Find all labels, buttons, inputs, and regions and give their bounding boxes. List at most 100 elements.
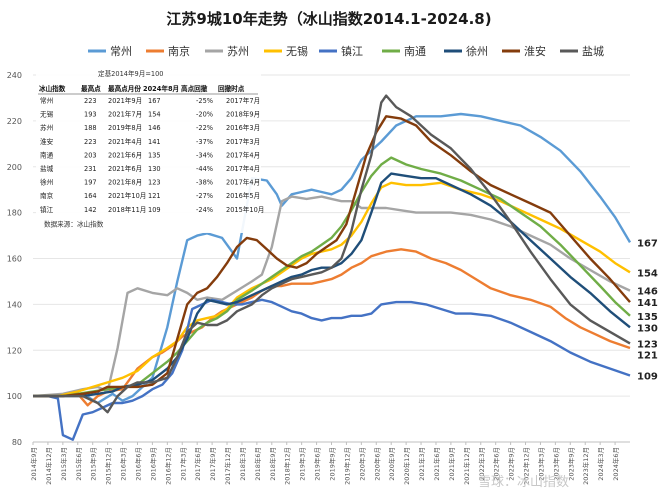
y-tick-label: 180 [7, 209, 22, 218]
table-cell: 2017年3月 [226, 137, 260, 146]
summary-table: 定基2014年9月=100 冰山指数 最高点 最高点月份 2024年8月 高点回撤 回撤时点… [36, 68, 264, 233]
x-tick-label: 2016年9月 [148, 447, 157, 481]
series-line-6 [33, 172, 631, 398]
table-cell: 223 [84, 97, 97, 105]
table-source: 数据来源：冰山指数 [44, 219, 104, 228]
legend: 常州 南京 苏州 无锡 镇江 南通 徐州 淮安 盐城 [88, 44, 604, 58]
table-cell: 130 [148, 165, 161, 173]
series-line-2 [32, 195, 631, 398]
legend-label: 常州 [110, 45, 132, 58]
table-header: 2024年8月 [143, 84, 179, 93]
x-tick-label: 2015年6月 [74, 447, 83, 481]
table-cell: 121 [148, 192, 161, 200]
table-cell: 2021年4月 [108, 137, 142, 146]
table-cell: 154 [148, 111, 161, 119]
x-tick-label: 2018年9月 [268, 447, 277, 481]
table-header: 最高点 [81, 84, 101, 93]
x-tick-label: 2019年9月 [328, 447, 337, 481]
x-tick-label: 2019年3月 [298, 447, 307, 481]
x-tick-label: 2015年3月 [59, 447, 68, 481]
end-label: 135 [637, 312, 658, 323]
table-cell: 2021年9月 [108, 96, 142, 105]
y-tick-label: 100 [7, 392, 22, 401]
table-cell: 2017年4月 [226, 178, 260, 187]
end-label: 167 [637, 238, 658, 249]
table-cell: 2016年3月 [226, 123, 260, 132]
table-cell: 苏州 [40, 123, 53, 132]
table-cell: 南通 [40, 150, 54, 159]
x-axis: 2014年9月 2014年12月 2015年3月 2015年6月 2015年9月 2015… [29, 442, 620, 485]
table-cell: 2017年4月 [226, 150, 260, 159]
series-line-8 [33, 94, 631, 414]
table-cell: -37% [196, 138, 213, 146]
table-header: 回撤时点 [218, 84, 245, 93]
chart-title: 江苏9城10年走势（冰山指数2014.1-2024.8) [166, 10, 491, 28]
x-tick-label: 2023年6月 [551, 447, 560, 481]
table-cell: -34% [196, 151, 213, 159]
table-cell: 2021年6月 [108, 150, 142, 159]
table-cell: 2021年10月 [108, 191, 146, 200]
y-axis: 80 100 120 140 160 180 200 220 240 [7, 71, 22, 447]
table-cell: 2018年9月 [226, 110, 260, 119]
table-cell: -20% [196, 111, 213, 119]
table-cell: 167 [148, 97, 161, 105]
table-cell: 2021年8月 [108, 178, 142, 187]
table-background [36, 68, 261, 233]
table-cell: 2021年7月 [108, 110, 142, 119]
table-cell: 2015年10月 [226, 205, 264, 214]
series-line-3 [33, 181, 631, 398]
table-cell: 146 [148, 124, 161, 132]
x-tick-label: 2021年12月 [462, 447, 471, 485]
end-label: 146 [637, 287, 658, 298]
table-cell: 2021年6月 [108, 164, 142, 173]
table-cell: 142 [84, 206, 97, 214]
x-tick-label: 2020年9月 [387, 447, 396, 481]
y-tick-label: 120 [7, 346, 22, 355]
x-tick-label: 2016年3月 [119, 447, 128, 481]
series-line-5 [33, 156, 631, 398]
x-tick-label: 2014年9月 [29, 447, 38, 481]
x-tick-label: 2018年6月 [253, 447, 262, 481]
table-cell: 2017年7月 [226, 96, 260, 105]
end-label: 130 [637, 323, 658, 334]
table-cell: 188 [84, 124, 97, 132]
table-cell: 2016年5月 [226, 191, 260, 200]
x-tick-label: 2017年6月 [193, 447, 202, 481]
y-tick-label: 80 [12, 438, 22, 447]
y-tick-label: 160 [7, 255, 22, 264]
legend-label: 徐州 [466, 44, 488, 58]
x-tick-label: 2023年3月 [536, 447, 545, 481]
table-cell: 盐城 [40, 164, 54, 173]
x-tick-label: 2024年6月 [611, 447, 620, 481]
x-tick-label: 2024年3月 [596, 447, 605, 481]
x-tick-label: 2019年12月 [342, 447, 351, 485]
x-tick-label: 2018年12月 [283, 447, 292, 485]
end-label: 123 [637, 339, 658, 350]
series-lines [32, 94, 632, 441]
table-header: 冰山指数 [39, 84, 66, 93]
x-tick-label: 2022年3月 [477, 447, 486, 481]
end-label: 141 [637, 298, 658, 309]
x-tick-label: 2015年9月 [89, 447, 98, 481]
table-cell: 镇江 [40, 205, 54, 214]
table-cell: -22% [196, 124, 213, 132]
table-cell: 2018年11月 [108, 205, 146, 214]
end-label: 121 [637, 350, 658, 361]
x-tick-label: 2017年3月 [178, 447, 187, 481]
x-tick-label: 2023年9月 [566, 447, 575, 481]
x-tick-label: 2017年9月 [208, 447, 217, 481]
end-label: 109 [637, 371, 658, 382]
table-cell: 164 [84, 192, 97, 200]
table-cell: 123 [148, 179, 161, 187]
x-tick-label: 2015年12月 [104, 447, 113, 485]
y-tick-label: 240 [7, 71, 22, 80]
table-header: 高点回撤 [181, 84, 208, 93]
y-tick-label: 200 [7, 163, 22, 172]
table-cell: 2017年4月 [226, 164, 260, 173]
x-tick-label: 2023年12月 [581, 447, 590, 485]
table-cell: 南京 [40, 191, 54, 200]
x-tick-label: 2020年12月 [402, 447, 411, 485]
end-label: 154 [637, 268, 658, 279]
table-cell: 141 [148, 138, 161, 146]
